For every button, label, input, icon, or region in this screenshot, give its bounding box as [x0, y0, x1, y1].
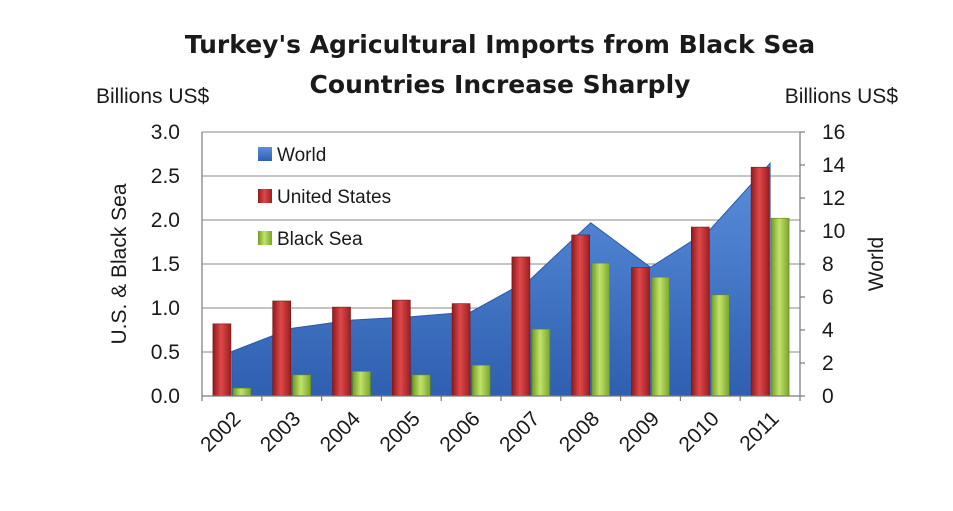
left-tick-label: 0.5	[151, 341, 180, 364]
right-tick-label: 2	[822, 352, 834, 375]
bar-united-states-2004	[332, 306, 351, 397]
left-axis-title: U.S. & Black Sea	[108, 183, 131, 344]
bars	[212, 166, 790, 397]
left-axis-unit: Billions US$	[96, 85, 210, 108]
left-tick-label: 2.5	[151, 165, 180, 188]
legend-label-black-sea: Black Sea	[277, 229, 363, 250]
right-tick-label: 8	[822, 253, 834, 276]
bar-united-states-2011	[750, 166, 770, 397]
bar-united-states-2006	[451, 303, 471, 397]
category-label-2003: 2003	[256, 407, 305, 456]
bar-united-states-2009	[631, 267, 650, 397]
category-labels: 2002 2003 2004 2005 2006 2007 2008 2009 2010 2011	[196, 407, 783, 457]
bar-united-states-2003	[272, 300, 292, 397]
bar-united-states-2002	[212, 323, 232, 397]
left-tick-label: 1.0	[151, 297, 180, 320]
left-tick-label: 2.0	[151, 209, 180, 232]
category-label-2002: 2002	[196, 407, 245, 456]
category-label-2006: 2006	[435, 407, 484, 456]
category-label-2010: 2010	[675, 407, 724, 456]
category-label-2008: 2008	[555, 407, 604, 456]
bar-black-sea-2003	[292, 374, 312, 397]
legend-label-world: World	[277, 145, 326, 166]
bar-black-sea-2010	[710, 294, 730, 397]
right-axis-unit: Billions US$	[785, 85, 899, 108]
bar-united-states-2008	[571, 234, 591, 397]
axes	[201, 131, 805, 401]
bar-black-sea-2006	[471, 364, 491, 397]
right-tick-label: 4	[822, 319, 834, 342]
chart-title-line-1: Turkey's Agricultural Imports from Black…	[185, 30, 815, 59]
bar-black-sea-2008	[591, 262, 611, 397]
category-label-2004: 2004	[316, 407, 366, 457]
legend-swatch-world	[258, 147, 272, 161]
right-tick-label: 10	[822, 220, 845, 243]
category-label-2007: 2007	[495, 407, 544, 456]
bar-united-states-2005	[391, 299, 411, 397]
bar-black-sea-2011	[770, 217, 790, 397]
right-axis-ticks: 0 2 4 6 8 10 12 14 16	[822, 121, 846, 408]
category-label-2009: 2009	[615, 407, 664, 456]
chart-title-line-2: Countries Increase Sharply	[310, 70, 691, 99]
legend-swatch-black-sea	[258, 231, 272, 245]
legend-label-united-states: United States	[277, 187, 391, 208]
right-tick-label: 12	[822, 187, 845, 210]
legend: World United States Black Sea	[258, 145, 391, 250]
bar-united-states-2007	[511, 256, 531, 397]
legend-swatch-united-states	[258, 189, 272, 203]
right-tick-label: 0	[822, 385, 834, 408]
right-tick-label: 16	[822, 121, 845, 144]
bar-black-sea-2009	[651, 276, 670, 397]
right-tick-label: 14	[822, 154, 846, 177]
bar-united-states-2010	[690, 226, 710, 397]
category-label-2011: 2011	[735, 407, 783, 455]
left-tick-label: 3.0	[151, 121, 180, 144]
bar-black-sea-2005	[411, 374, 431, 397]
bar-black-sea-2004	[352, 371, 371, 397]
right-axis-title: World	[865, 237, 888, 291]
bar-black-sea-2007	[531, 328, 551, 397]
bar-black-sea-2002	[232, 387, 252, 397]
left-tick-label: 1.5	[151, 253, 180, 276]
left-tick-label: 0.0	[151, 385, 180, 408]
category-label-2005: 2005	[376, 407, 425, 456]
left-axis-ticks: 0.0 0.5 1.0 1.5 2.0 2.5 3.0	[151, 121, 180, 408]
right-tick-label: 6	[822, 286, 834, 309]
